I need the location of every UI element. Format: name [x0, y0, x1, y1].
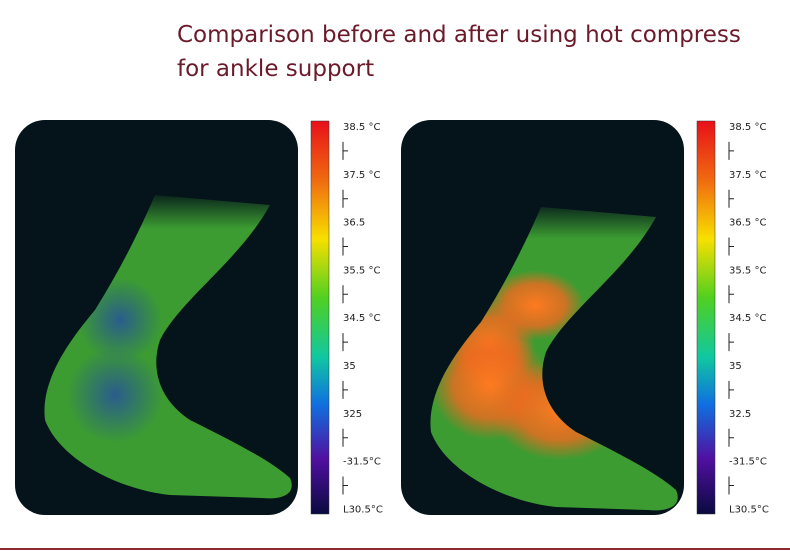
scale-tick [728, 285, 734, 304]
scale-label: 37.5 °C [343, 170, 380, 181]
scale-label: L30.5°C [729, 504, 769, 515]
scale-label: 325 [343, 409, 362, 420]
scale-tick [728, 476, 734, 495]
scale-tick [342, 237, 348, 256]
scale-label: L30.5°C [343, 504, 383, 515]
scale-tick [342, 285, 348, 304]
scale-tick [728, 428, 734, 447]
color-scale [310, 120, 330, 515]
scale-label: 34.5 °C [343, 313, 380, 324]
scale-tick [728, 141, 734, 160]
scale-tick [728, 237, 734, 256]
scale-tick [342, 141, 348, 160]
scale-label: 35 [343, 361, 356, 372]
scale-label: -31.5°C [729, 457, 767, 468]
title-line: Comparison before and after using hot co… [177, 22, 741, 48]
scale-label: 37.5 °C [729, 170, 766, 181]
scale-tick [342, 189, 348, 208]
scale-label: 38.5 °C [343, 122, 380, 133]
scale-tick [728, 189, 734, 208]
scale-label: 32.5 [729, 409, 751, 420]
scale-label: 35 [729, 361, 742, 372]
title-line: for ankle support [177, 56, 374, 82]
scale-label: 35.5 °C [343, 265, 380, 276]
scale-label: 34.5 °C [729, 313, 766, 324]
scale-label: 35.5 °C [729, 265, 766, 276]
scale-tick [342, 428, 348, 447]
scale-label: 36.5 [343, 218, 365, 229]
scale-tick [342, 476, 348, 495]
scale-label: 36.5 °C [729, 218, 766, 229]
scale-tick [728, 380, 734, 399]
color-scale [696, 120, 716, 515]
scale-tick [342, 380, 348, 399]
scale-label: 38.5 °C [729, 122, 766, 133]
scale-tick [728, 333, 734, 352]
scale-label: -31.5°C [343, 457, 381, 468]
scale-tick [342, 333, 348, 352]
